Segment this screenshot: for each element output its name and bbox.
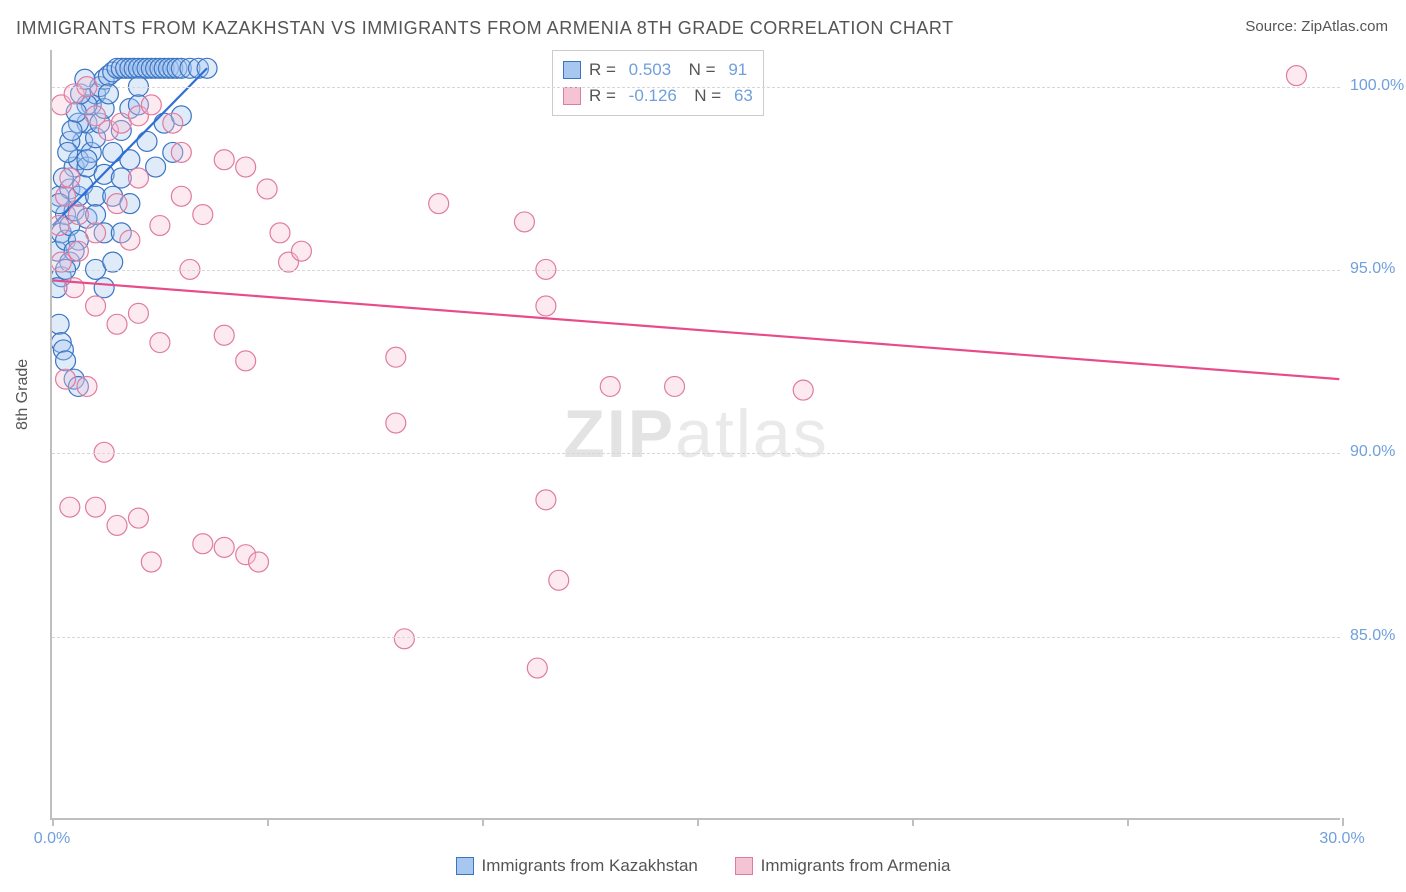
xtick	[482, 818, 484, 826]
data-point	[214, 325, 234, 345]
chart-title: IMMIGRANTS FROM KAZAKHSTAN VS IMMIGRANTS…	[16, 18, 954, 39]
scatter-svg	[52, 50, 1340, 818]
legend-item-armenia: Immigrants from Armenia	[735, 856, 951, 876]
data-point	[429, 194, 449, 214]
data-point	[128, 168, 148, 188]
data-point	[193, 534, 213, 554]
xtick	[697, 818, 699, 826]
xtick	[267, 818, 269, 826]
plot-area: ZIPatlas R = 0.503 N = 91 R = -0.126 N =…	[50, 50, 1340, 820]
data-point	[137, 131, 157, 151]
data-point	[600, 376, 620, 396]
chart-container: IMMIGRANTS FROM KAZAKHSTAN VS IMMIGRANTS…	[0, 0, 1406, 892]
n-label: N =	[679, 57, 720, 83]
xtick-label: 30.0%	[1319, 830, 1364, 848]
data-point	[249, 552, 269, 572]
data-point	[60, 497, 80, 517]
ytick-label: 95.0%	[1350, 260, 1406, 278]
data-point	[386, 347, 406, 367]
data-point	[171, 142, 191, 162]
data-point	[52, 314, 69, 334]
data-point	[1286, 66, 1306, 86]
data-point	[56, 351, 76, 371]
gridline	[52, 87, 1340, 88]
data-point	[394, 629, 414, 649]
data-point	[107, 194, 127, 214]
data-point	[62, 120, 82, 140]
source-value: ZipAtlas.com	[1301, 18, 1388, 35]
data-point	[141, 95, 161, 115]
data-point	[68, 241, 88, 261]
xtick-label: 0.0%	[34, 830, 70, 848]
y-axis-label: 8th Grade	[14, 359, 32, 430]
source-attribution: Source: ZipAtlas.com	[1245, 18, 1388, 35]
data-point	[94, 278, 114, 298]
r-value-kazakhstan: 0.503	[629, 57, 672, 83]
data-point	[549, 570, 569, 590]
r-label: R =	[589, 57, 621, 83]
source-label: Source:	[1245, 18, 1297, 35]
data-point	[56, 369, 76, 389]
data-point	[236, 351, 256, 371]
legend-swatch-kazakhstan	[456, 857, 474, 875]
data-point	[193, 205, 213, 225]
data-point	[107, 314, 127, 334]
data-point	[128, 303, 148, 323]
data-point	[514, 212, 534, 232]
data-point	[171, 186, 191, 206]
data-point	[58, 142, 78, 162]
gridline	[52, 453, 1340, 454]
data-point	[56, 186, 76, 206]
data-point	[527, 658, 547, 678]
data-point	[270, 223, 290, 243]
data-point	[128, 508, 148, 528]
data-point	[386, 413, 406, 433]
data-point	[236, 157, 256, 177]
data-point	[214, 537, 234, 557]
gridline	[52, 270, 1340, 271]
data-point	[86, 497, 106, 517]
n-value-kazakhstan: 91	[728, 57, 747, 83]
data-point	[257, 179, 277, 199]
xtick	[1127, 818, 1129, 826]
xtick	[912, 818, 914, 826]
data-point	[536, 490, 556, 510]
legend-swatch-armenia	[563, 87, 581, 105]
ytick-label: 85.0%	[1350, 627, 1406, 645]
xtick	[1342, 818, 1344, 826]
ytick-label: 100.0%	[1350, 77, 1406, 95]
data-point	[94, 442, 114, 462]
legend-label-armenia: Immigrants from Armenia	[761, 856, 951, 876]
xtick	[52, 818, 54, 826]
data-point	[141, 552, 161, 572]
data-point	[665, 376, 685, 396]
data-point	[107, 515, 127, 535]
data-point	[214, 150, 234, 170]
stats-legend-row-kazakhstan: R = 0.503 N = 91	[563, 57, 753, 83]
data-point	[146, 157, 166, 177]
data-point	[77, 150, 97, 170]
series-legend: Immigrants from Kazakhstan Immigrants fr…	[0, 856, 1406, 880]
data-point	[86, 296, 106, 316]
legend-item-kazakhstan: Immigrants from Kazakhstan	[456, 856, 698, 876]
gridline	[52, 637, 1340, 638]
ytick-label: 90.0%	[1350, 443, 1406, 461]
data-point	[536, 296, 556, 316]
legend-swatch-armenia	[735, 857, 753, 875]
data-point	[68, 205, 88, 225]
data-point	[86, 223, 106, 243]
legend-swatch-kazakhstan	[563, 61, 581, 79]
data-point	[163, 113, 183, 133]
legend-label-kazakhstan: Immigrants from Kazakhstan	[482, 856, 698, 876]
data-point	[150, 333, 170, 353]
data-point	[793, 380, 813, 400]
data-point	[120, 230, 140, 250]
stats-legend: R = 0.503 N = 91 R = -0.126 N = 63	[552, 50, 764, 116]
data-point	[60, 168, 80, 188]
data-point	[77, 376, 97, 396]
data-point	[291, 241, 311, 261]
data-point	[150, 216, 170, 236]
data-point	[52, 216, 69, 236]
